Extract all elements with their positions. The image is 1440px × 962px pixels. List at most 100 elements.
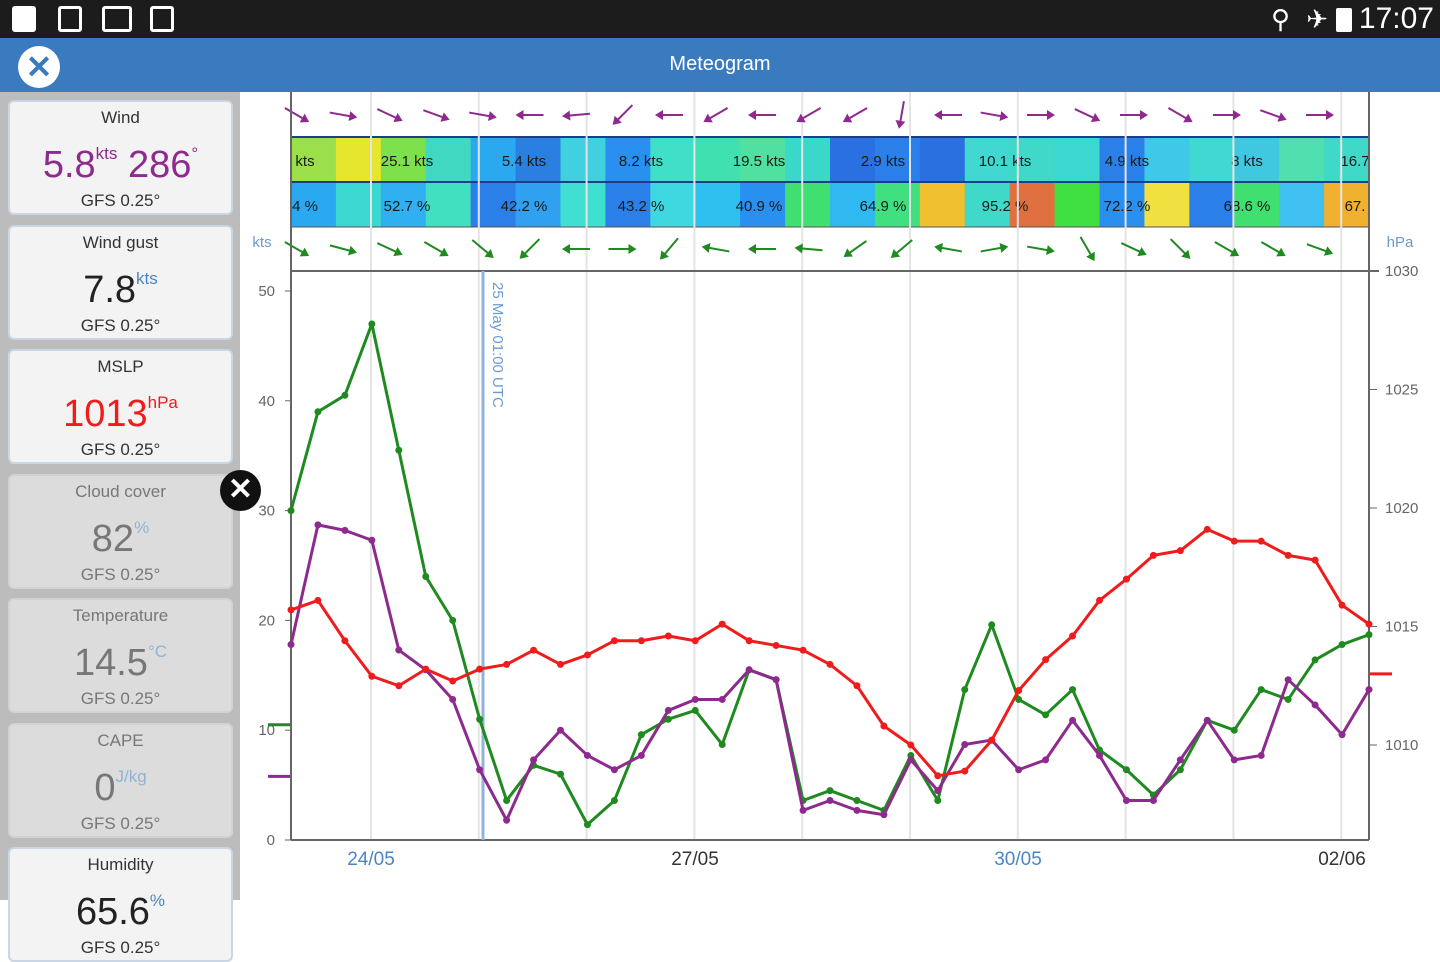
data-point-wind (1257, 751, 1265, 759)
wind-speed-band-segment (1189, 137, 1235, 182)
gust-direction-arrow-icon (284, 241, 310, 257)
data-point-mslp (287, 606, 295, 614)
humidity-band-segment (335, 182, 382, 227)
data-point-wind (1203, 716, 1211, 724)
card-wind[interactable]: Wind 5.8kts 286° GFS 0.25° (8, 100, 233, 215)
card-unit: hPa (147, 393, 178, 412)
card-cape[interactable]: CAPE 0J/kg GFS 0.25° (8, 722, 233, 838)
arrow-head (515, 110, 524, 120)
card-mslp[interactable]: MSLP 1013hPa GFS 0.25° (8, 349, 233, 464)
data-point-wind-gust (691, 706, 699, 714)
arrow-head (1137, 247, 1147, 257)
data-point-mslp (1338, 601, 1346, 609)
wind-direction-arrow-icon (980, 111, 1009, 121)
gust-direction-arrow-icon (1027, 245, 1055, 255)
data-point-mslp (368, 672, 376, 680)
wind-speed-label: 8.2 kts (619, 153, 663, 170)
close-button[interactable]: ✕ (18, 46, 60, 88)
card-source: GFS 0.25° (80, 813, 161, 833)
data-point-wind-gust (637, 731, 645, 739)
data-point-mslp (422, 665, 430, 673)
data-point-wind-gust (988, 621, 996, 629)
mail-icon (102, 6, 132, 32)
card-cloud-cover[interactable]: Cloud cover 82% GFS 0.25° (8, 473, 233, 589)
series-line-wind-gust (289, 322, 1370, 827)
series-line-wind (289, 523, 1371, 822)
wind-speed-band-segment (291, 137, 337, 182)
data-point-wind (1069, 716, 1077, 724)
arrow-head (519, 249, 529, 259)
data-point-wind-gust (476, 715, 484, 723)
arrow-head (1277, 112, 1287, 122)
x-tick-label: 30/05 (994, 849, 1042, 870)
data-point-wind (1365, 686, 1373, 694)
wind-direction-arrow-icon (562, 110, 591, 121)
data-point-mslp (314, 596, 322, 604)
wind-direction-arrow-icon (1027, 110, 1055, 120)
left-axis-unit: kts (252, 234, 271, 251)
arrow-head (1047, 110, 1055, 120)
data-point-mslp (880, 722, 888, 730)
gust-direction-arrow-icon (794, 243, 823, 254)
left-tick-label: 30 (258, 503, 275, 520)
card-unit: J/kg (115, 766, 147, 786)
humidity-band-segment (964, 182, 1011, 227)
arrow-head (895, 120, 906, 129)
humidity-band-segment (380, 182, 427, 227)
data-point-mslp (530, 646, 538, 654)
gust-direction-arrow-icon (843, 240, 868, 258)
data-point-wind (934, 787, 942, 795)
humidity-band-segment (650, 182, 696, 227)
gust-direction-arrow-icon (660, 237, 679, 260)
wind-direction-arrow-icon (1120, 110, 1148, 120)
card-label: CAPE (97, 730, 144, 750)
wind-speed-label: 5.4 kts (502, 153, 546, 170)
wind-speed-band-segment (874, 137, 921, 182)
data-point-mslp (476, 665, 484, 673)
data-point-wind (1096, 751, 1103, 759)
battery-icon (1336, 8, 1352, 32)
left-tick-label: 40 (258, 393, 275, 410)
gust-direction-arrow-icon (1169, 238, 1191, 259)
close-panel-button[interactable]: ✕ (220, 470, 261, 511)
arrow-head (1181, 249, 1191, 259)
humidity-band-segment (695, 182, 741, 227)
arrow-head (484, 249, 494, 258)
humidity-band-segment (919, 182, 966, 227)
meteogram-chart[interactable]: kts 25.1 kts 5.4 kts 8.2 kts 19.5 kts 2.9 kts… (240, 92, 1440, 900)
data-point-wind-gust (1176, 766, 1184, 774)
wind-speed-band-segment (695, 137, 741, 182)
data-point-mslp (664, 632, 672, 640)
data-point-wind-gust (1230, 726, 1238, 734)
humidity-band-segment (830, 182, 876, 227)
wind-speed-band-segment (335, 137, 382, 182)
data-point-mslp (1365, 620, 1373, 628)
wind-direction-arrow-icon (612, 104, 634, 125)
wind-speed-label: 4.9 kts (1105, 153, 1149, 170)
wind-direction-arrow-icon (515, 110, 544, 120)
gust-direction-arrow-icon (980, 243, 1009, 253)
gust-direction-arrow-icon (608, 244, 637, 254)
series-line-mslp (290, 527, 1370, 778)
card-humidity[interactable]: Humidity 65.6% GFS 0.25° (8, 847, 233, 962)
wifi-icon: ⚲ (1270, 4, 1290, 34)
card-source: GFS 0.25° (80, 440, 161, 459)
card-unit: °C (147, 642, 168, 661)
data-point-mslp (583, 651, 591, 659)
wind-direction-arrow-icon (329, 111, 358, 121)
data-point-wind (1338, 731, 1346, 739)
wind-speed-band-segment (785, 137, 831, 182)
card-label: Humidity (87, 855, 154, 874)
card-wind-gust[interactable]: Wind gust 7.8kts GFS 0.25° (8, 224, 233, 340)
data-point-mslp (1257, 537, 1265, 545)
data-point-wind-gust (583, 821, 591, 829)
arrow-head (299, 247, 310, 257)
card-source: GFS 0.25° (80, 938, 161, 957)
card-temperature[interactable]: Temperature 14.5°C GFS 0.25° (8, 598, 233, 713)
data-point-mslp (1096, 596, 1103, 604)
humidity-label: 95.2 % (982, 198, 1029, 215)
data-point-wind (1176, 756, 1184, 764)
data-point-wind (745, 666, 753, 674)
card-value-row: 65.6% (10, 879, 231, 934)
data-point-wind (907, 756, 915, 764)
